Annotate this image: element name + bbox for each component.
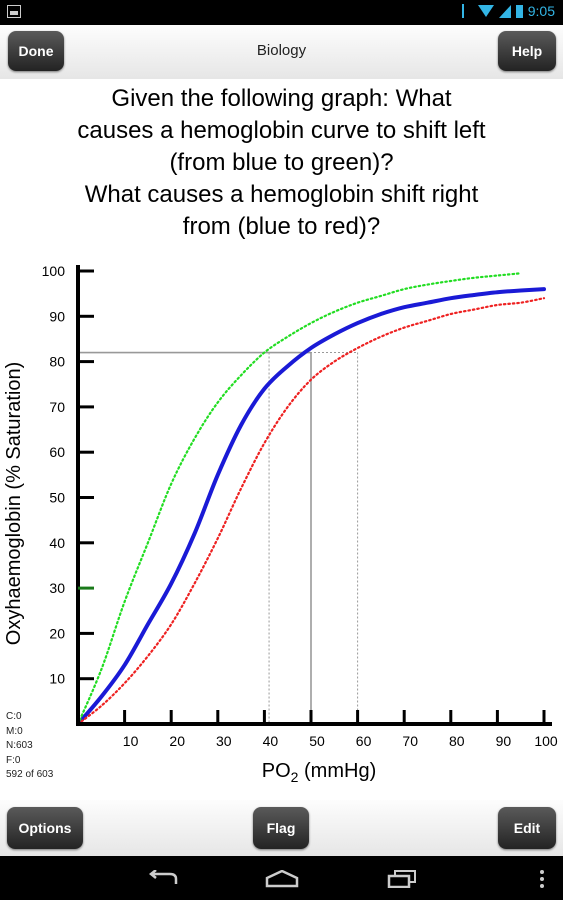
y-tick-label: 80	[49, 354, 65, 370]
question-text: Given the following graph: What causes a…	[20, 83, 543, 243]
navigation-bar	[0, 856, 563, 900]
y-tick-label: 60	[49, 444, 65, 460]
stat-n: N:603	[6, 740, 33, 751]
x-tick-label: 60	[356, 733, 372, 749]
question-line: (from blue to green)?	[169, 149, 394, 176]
done-button[interactable]: Done	[8, 31, 64, 71]
y-axis-label: Oxyhaemoglobin (% Saturation)	[3, 362, 25, 645]
x-tick-label: 10	[123, 733, 139, 749]
x-axis-label: PO2 (mmHg)	[262, 760, 376, 785]
status-bar: 9:05	[0, 0, 563, 25]
wifi-icon	[477, 5, 494, 17]
y-tick-label: 40	[49, 535, 65, 551]
x-tick-label: 40	[263, 733, 279, 749]
menu-icon[interactable]	[538, 870, 546, 888]
flag-button[interactable]: Flag	[253, 807, 309, 849]
battery-icon	[515, 4, 523, 18]
options-button[interactable]: Options	[7, 807, 83, 849]
bottom-bar: Options Flag Edit	[0, 800, 563, 856]
x-tick-label: 50	[309, 733, 325, 749]
hemoglobin-chart: 10 20 30 40 50 60 70 80 90 100 10 20 30 40 50 60 70 80 90 1…	[3, 263, 558, 785]
stat-m: M:0	[6, 725, 23, 737]
y-tick-label: 90	[49, 308, 65, 324]
question-line: causes a hemoglobin curve to shift left	[77, 117, 486, 144]
question-line: What causes a hemoglobin shift right	[84, 181, 479, 208]
bluetooth-icon	[461, 4, 473, 18]
help-button[interactable]: Help	[498, 31, 556, 71]
progress-count: 592 of 603	[6, 769, 54, 780]
question-line: Given the following graph: What	[111, 85, 452, 112]
back-icon[interactable]	[146, 870, 180, 888]
x-tick-label: 90	[496, 733, 512, 749]
x-tick-label: 80	[449, 733, 465, 749]
x-tick-label: 70	[402, 733, 418, 749]
y-tick-label: 70	[49, 399, 65, 415]
clock: 9:05	[527, 3, 555, 19]
y-tick-label: 10	[49, 671, 65, 687]
question-line: from (blue to red)?	[182, 213, 381, 240]
signal-icon	[498, 4, 511, 18]
study-stats: C:0 M:0 N:603 F:0 592 of 603	[6, 710, 53, 783]
series-line	[76, 287, 546, 726]
y-tick-label: 20	[49, 625, 65, 641]
gallery-notification-icon	[7, 5, 21, 18]
y-tick-label: 50	[49, 490, 65, 506]
series-line	[76, 272, 522, 726]
y-tick-label: 100	[42, 263, 66, 279]
recents-icon[interactable]	[386, 870, 418, 888]
x-tick-label: 30	[216, 733, 232, 749]
top-bar: Done Biology Help	[0, 25, 563, 79]
y-tick-label: 30	[49, 580, 65, 596]
stat-f: F:0	[6, 754, 21, 766]
x-tick-label: 100	[534, 733, 558, 749]
x-tick-label: 20	[169, 733, 185, 749]
stat-c: C:0	[6, 711, 22, 722]
series-line	[76, 297, 546, 726]
page-title: Biology	[256, 42, 307, 59]
edit-button[interactable]: Edit	[498, 807, 556, 849]
home-icon[interactable]	[265, 870, 299, 888]
